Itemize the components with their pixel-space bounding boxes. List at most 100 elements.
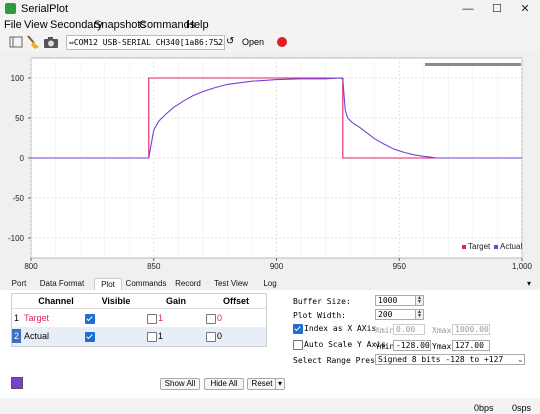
y-tick-label: -100 [8, 234, 25, 243]
refresh-icon[interactable]: ↺ [226, 36, 235, 47]
y-tick-label: 50 [15, 114, 24, 123]
status-bar: 0bps 0sps [0, 398, 540, 414]
legend-swatch [462, 245, 466, 249]
offset-checkbox[interactable] [206, 332, 216, 342]
tab-plot[interactable]: Plot [94, 278, 122, 291]
xmax-label: Xmax [432, 326, 452, 335]
row-index: 2 [12, 329, 21, 343]
plot-width-spinner-icon[interactable]: ▲ ▼ [415, 309, 424, 320]
record-icon[interactable] [274, 34, 290, 50]
xmin-input[interactable]: 0.00 [393, 324, 425, 335]
x-tick-label: 900 [270, 262, 284, 271]
gain-value[interactable]: 1 [158, 331, 164, 341]
x-tick-label: 850 [147, 262, 161, 271]
ymin-input[interactable]: -128.00 [393, 340, 431, 351]
x-tick-label: 1,000 [512, 262, 533, 271]
x-tick-label: 800 [24, 262, 38, 271]
y-tick-label: 100 [11, 74, 25, 83]
series-line-actual [31, 77, 522, 159]
samples-per-second: 0sps [512, 403, 532, 413]
plot-area[interactable]: 800 850 900 950 1,000 100 50 0 -50 -100 Target Act… [0, 52, 540, 278]
window-title: SerialPlot [21, 3, 69, 15]
y-tick-label: -50 [12, 194, 24, 203]
ymax-input[interactable]: 127.00 [452, 340, 490, 351]
index-as-x-checkbox[interactable] [293, 324, 303, 334]
open-port-button[interactable]: Open [242, 37, 265, 47]
plot-zoom-bar[interactable] [425, 63, 521, 66]
tab-port[interactable]: Port [11, 279, 27, 288]
tab-log[interactable]: Log [263, 279, 277, 288]
y-tick-label: 0 [20, 154, 25, 163]
channel-color-swatch[interactable] [11, 377, 23, 389]
app-icon [5, 3, 16, 14]
offset-checkbox[interactable] [206, 314, 216, 324]
ymin-label: Ymin [375, 342, 395, 351]
gain-checkbox[interactable] [147, 332, 157, 342]
xmin-label: Xmin [375, 326, 395, 335]
range-preset-select[interactable]: Signed 8 bits -128 to +127 [375, 354, 525, 365]
menu-secondary[interactable]: Secondary [50, 19, 103, 31]
offset-value[interactable]: 0 [217, 313, 223, 323]
bytes-per-second: 0bps [474, 403, 494, 413]
tab-commands[interactable]: Commands [125, 279, 167, 288]
settings-tab-bar: Port Data Format Plot Commands Record Te… [0, 278, 540, 291]
menu-commands[interactable]: Commands [139, 19, 196, 31]
buffer-size-label: Buffer Size: [293, 297, 351, 306]
tab-more-icon[interactable]: ▾ [526, 279, 531, 288]
plot-chart[interactable]: 800 850 900 950 1,000 100 50 0 -50 -100 Target Act… [0, 52, 540, 278]
tab-record[interactable]: Record [175, 279, 201, 288]
table-row[interactable] [12, 328, 266, 346]
reset-button[interactable]: Reset [247, 378, 277, 390]
col-header-offset: Offset [222, 296, 249, 306]
ymax-label: Ymax [432, 342, 452, 351]
visible-checkbox[interactable] [85, 314, 95, 324]
table-row[interactable] [12, 309, 266, 328]
plot-width-input[interactable]: 200 [375, 309, 417, 320]
buffer-size-spinner-icon[interactable]: ▲ ▼ [415, 295, 424, 306]
index-as-x-label[interactable]: Index as X AXis [304, 324, 377, 333]
col-header-channel: Channel [38, 296, 74, 306]
gain-checkbox[interactable] [147, 314, 157, 324]
channel-name[interactable]: Actual [24, 331, 50, 341]
xmax-input[interactable]: 1000.00 [452, 324, 490, 335]
table-header [12, 294, 266, 309]
panel-toggle-icon[interactable] [8, 34, 24, 50]
minimize-button[interactable]: — [462, 3, 474, 15]
plot-width-label: Plot Width: [293, 311, 346, 320]
tab-data-format[interactable]: Data Format [39, 279, 85, 288]
title-bar: SerialPlot — ☐ ✕ [0, 0, 540, 18]
tab-test-view[interactable]: Test View [213, 279, 249, 288]
auto-scale-label[interactable]: Auto Scale Y Axis [304, 340, 386, 349]
offset-value[interactable]: 0 [217, 331, 223, 341]
port-dropdown-arrow-icon[interactable]: ⌄ [215, 38, 222, 47]
close-button[interactable]: ✕ [520, 3, 530, 15]
channel-name[interactable]: Target [24, 313, 50, 323]
show-all-button[interactable]: Show All [160, 378, 200, 390]
clear-brush-icon[interactable] [25, 34, 41, 50]
toolbar [0, 32, 540, 52]
hide-all-button[interactable]: Hide All [204, 378, 244, 390]
legend-swatch [494, 245, 498, 249]
gain-value[interactable]: 1 [158, 313, 164, 323]
visible-checkbox[interactable] [85, 332, 95, 342]
legend-item: Actual [500, 242, 522, 251]
port-select[interactable]: ⇔COM12 USB-SERIAL CH340[1a86:7523] [66, 35, 225, 50]
row-index: 1 [14, 313, 20, 323]
range-preset-dropdown-icon[interactable]: ⌄ [517, 355, 524, 364]
menu-view[interactable]: View [24, 19, 48, 31]
menu-help[interactable]: Help [186, 19, 209, 31]
buffer-size-input[interactable]: 1000 [375, 295, 417, 306]
reset-menu-arrow-icon[interactable]: ▾ [275, 378, 285, 390]
snapshot-camera-icon[interactable] [43, 34, 59, 50]
auto-scale-checkbox[interactable] [293, 340, 303, 350]
col-header-gain: Gain [165, 296, 186, 306]
x-tick-label: 950 [393, 262, 407, 271]
menu-snapshots[interactable]: Snapshots [94, 19, 146, 31]
menu-bar: File View Secondary Snapshots Commands H… [0, 18, 540, 32]
menu-file[interactable]: File [4, 19, 22, 31]
maximize-button[interactable]: ☐ [492, 3, 502, 15]
channel-table: Channel Visible Gain Offset 1 Target 1 0… [11, 293, 267, 347]
col-header-visible: Visible [101, 296, 131, 306]
range-preset-label: Select Range Preset: [293, 356, 390, 365]
legend-item: Target [468, 242, 491, 251]
